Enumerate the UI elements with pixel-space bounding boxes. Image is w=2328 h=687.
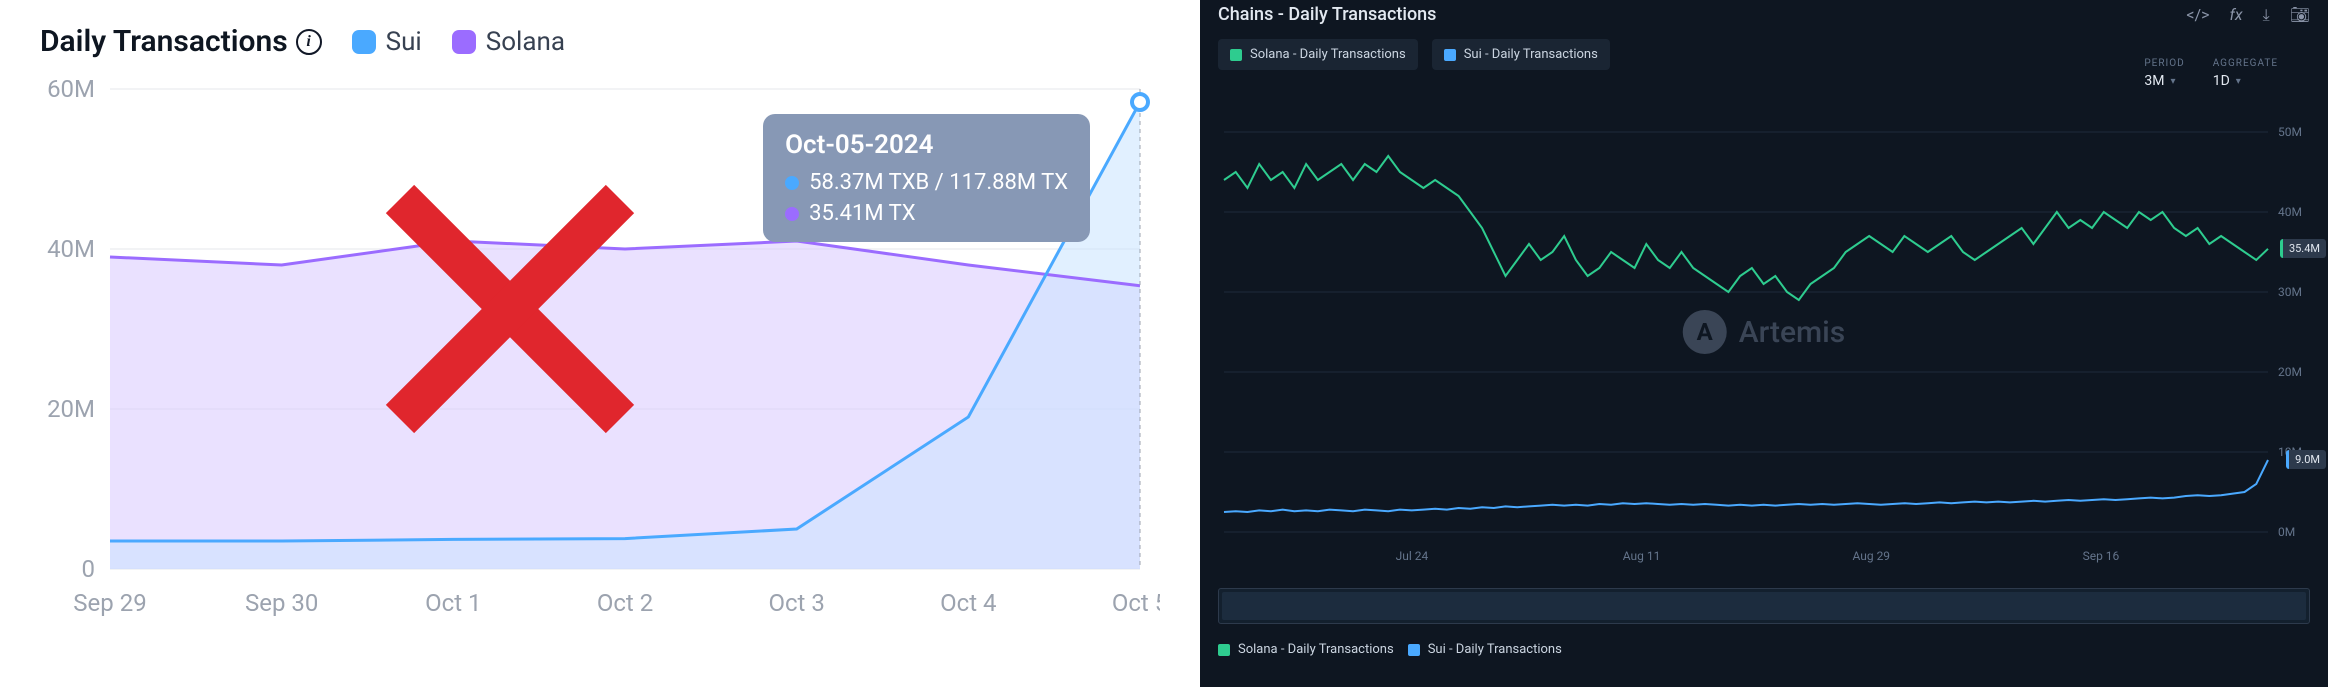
legend-bottom: Solana - Daily Transactions Sui - Daily …: [1200, 634, 2328, 665]
svg-text:Oct 1: Oct 1: [425, 589, 481, 617]
badge-text: 9.0M: [2295, 453, 2320, 466]
download-icon[interactable]: ⤓: [2263, 5, 2270, 25]
value-badge: 35.4M: [2280, 239, 2326, 258]
svg-text:Aug 11: Aug 11: [1623, 549, 1661, 563]
info-icon[interactable]: i: [296, 29, 322, 55]
swatch-icon: [1218, 644, 1230, 656]
period-control[interactable]: PERIOD 3M ▾: [2144, 58, 2184, 89]
legend-label: Solana: [486, 27, 565, 57]
legend-label: Solana - Daily Transactions: [1250, 47, 1406, 62]
legend-label: Sui - Daily Transactions: [1464, 47, 1598, 62]
svg-text:20M: 20M: [2278, 365, 2302, 379]
tooltip-value: 35.41M TX: [809, 201, 915, 226]
svg-text:30M: 30M: [2278, 285, 2302, 299]
aggregate-control[interactable]: AGGREGATE 1D ▾: [2213, 58, 2278, 89]
value-badge: 9.0M: [2286, 450, 2326, 469]
legend-label: Sui: [386, 27, 422, 57]
legend-item-sui[interactable]: Sui: [352, 27, 422, 57]
svg-text:60M: 60M: [47, 79, 95, 103]
minimap[interactable]: [1218, 588, 2310, 624]
swatch-icon: [352, 30, 376, 54]
legend: Sui Solana: [352, 27, 565, 57]
svg-text:0M: 0M: [2278, 525, 2295, 539]
fx-icon[interactable]: fx: [2230, 5, 2243, 25]
code-icon[interactable]: </>: [2186, 5, 2209, 25]
legend-item-solana[interactable]: Solana: [452, 27, 565, 57]
chevron-down-icon: ▾: [2236, 76, 2241, 87]
legend-item-sui[interactable]: Sui - Daily Transactions: [1432, 39, 1610, 70]
toolbar: </> fx ⤓ 📷︎: [2186, 5, 2310, 25]
left-chart-area[interactable]: 0 20M 40M 60M Sep 29 Sep 30 Oct 1 Oct 2 Oct 3 Oct…: [40, 79, 1160, 629]
svg-text:Sep 16: Sep 16: [2083, 549, 2120, 563]
minimap-range: [1222, 592, 2306, 620]
dot-icon: [785, 207, 799, 221]
svg-text:0: 0: [82, 555, 96, 583]
legend-label: Sui - Daily Transactions: [1428, 642, 1562, 657]
control-value: 3M: [2144, 73, 2164, 89]
tooltip: Oct-05-2024 58.37M TXB / 117.88M TX 35.4…: [763, 114, 1090, 242]
svg-text:Oct 2: Oct 2: [597, 589, 653, 617]
control-label: AGGREGATE: [2213, 58, 2278, 69]
svg-text:Oct 5: Oct 5: [1112, 589, 1160, 617]
right-chart-svg: 0M10M20M30M40M50MJul 24Aug 11Aug 29Sep 1…: [1200, 82, 2328, 582]
control-value: 1D: [2213, 73, 2230, 89]
swatch-icon: [1444, 49, 1456, 61]
badge-text: 35.4M: [2289, 242, 2320, 255]
title-text: Daily Transactions: [40, 24, 288, 59]
legend-item-sui[interactable]: Sui - Daily Transactions: [1408, 640, 1562, 659]
legend-item-solana[interactable]: Solana - Daily Transactions: [1218, 640, 1394, 659]
svg-text:Aug 29: Aug 29: [1852, 549, 1890, 563]
svg-text:Oct 3: Oct 3: [768, 589, 824, 617]
left-header: Daily Transactions i Sui Solana: [40, 24, 1160, 59]
chart-title: Daily Transactions i: [40, 24, 322, 59]
camera-icon[interactable]: 📷︎: [2290, 5, 2310, 25]
control-label: PERIOD: [2144, 58, 2184, 69]
chart-controls: PERIOD 3M ▾ AGGREGATE 1D ▾: [2144, 58, 2278, 89]
tooltip-value: 58.37M TXB / 117.88M TX: [809, 170, 1068, 195]
dot-icon: [785, 176, 799, 190]
svg-text:Sep 30: Sep 30: [245, 589, 318, 617]
legend-label: Solana - Daily Transactions: [1238, 642, 1394, 657]
right-chart-area[interactable]: A Artemis 0M10M20M30M40M50MJul 24Aug 11A…: [1200, 82, 2328, 582]
svg-text:20M: 20M: [47, 395, 95, 423]
swatch-icon: [1408, 644, 1420, 656]
svg-text:50M: 50M: [2278, 125, 2302, 139]
svg-text:40M: 40M: [2278, 205, 2302, 219]
swatch-icon: [452, 30, 476, 54]
chart-title: Chains - Daily Transactions: [1218, 4, 1436, 25]
legend-item-solana[interactable]: Solana - Daily Transactions: [1218, 39, 1418, 70]
chevron-down-icon: ▾: [2170, 76, 2175, 87]
svg-text:Oct 4: Oct 4: [940, 589, 996, 617]
tooltip-row: 58.37M TXB / 117.88M TX: [785, 170, 1068, 195]
right-topbar: Chains - Daily Transactions </> fx ⤓ 📷︎: [1200, 0, 2328, 33]
tooltip-date: Oct-05-2024: [785, 130, 1068, 160]
right-chart-panel: Chains - Daily Transactions </> fx ⤓ 📷︎ …: [1200, 0, 2328, 687]
svg-text:40M: 40M: [47, 235, 95, 263]
swatch-icon: [1230, 49, 1242, 61]
svg-text:Jul 24: Jul 24: [1396, 549, 1429, 563]
tooltip-row: 35.41M TX: [785, 201, 1068, 226]
left-chart-panel: Daily Transactions i Sui Solana 0 20M 40M 6…: [0, 0, 1200, 687]
svg-text:Sep 29: Sep 29: [73, 589, 146, 617]
